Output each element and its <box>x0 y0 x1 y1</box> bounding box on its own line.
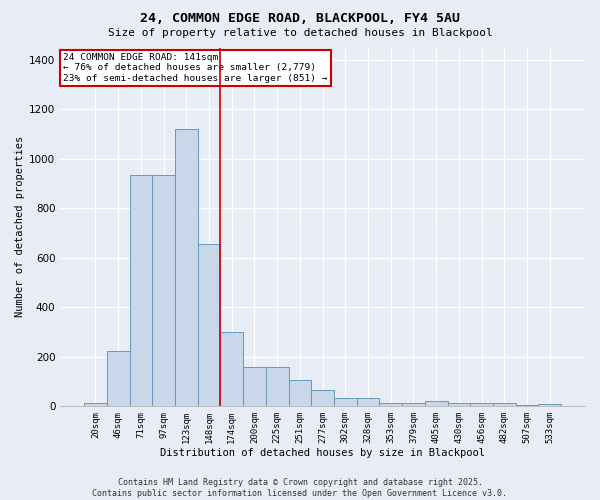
Bar <box>402 402 425 406</box>
Bar <box>175 129 198 406</box>
Bar <box>470 402 493 406</box>
Bar <box>289 380 311 406</box>
Bar <box>425 402 448 406</box>
Bar <box>493 404 516 406</box>
Text: Contains HM Land Registry data © Crown copyright and database right 2025.
Contai: Contains HM Land Registry data © Crown c… <box>92 478 508 498</box>
Bar <box>220 332 243 406</box>
Bar <box>379 402 402 406</box>
X-axis label: Distribution of detached houses by size in Blackpool: Distribution of detached houses by size … <box>160 448 485 458</box>
Bar <box>243 366 266 406</box>
Text: 24 COMMON EDGE ROAD: 141sqm
← 76% of detached houses are smaller (2,779)
23% of : 24 COMMON EDGE ROAD: 141sqm ← 76% of det… <box>63 53 328 82</box>
Y-axis label: Number of detached properties: Number of detached properties <box>15 136 25 318</box>
Text: Size of property relative to detached houses in Blackpool: Size of property relative to detached ho… <box>107 28 493 38</box>
Bar <box>107 350 130 406</box>
Bar <box>357 398 379 406</box>
Bar <box>84 402 107 406</box>
Bar <box>130 175 152 406</box>
Bar <box>448 402 470 406</box>
Bar <box>266 366 289 406</box>
Bar <box>538 404 561 406</box>
Bar <box>334 398 357 406</box>
Bar <box>311 390 334 406</box>
Bar <box>198 244 220 406</box>
Text: 24, COMMON EDGE ROAD, BLACKPOOL, FY4 5AU: 24, COMMON EDGE ROAD, BLACKPOOL, FY4 5AU <box>140 12 460 26</box>
Bar <box>152 175 175 406</box>
